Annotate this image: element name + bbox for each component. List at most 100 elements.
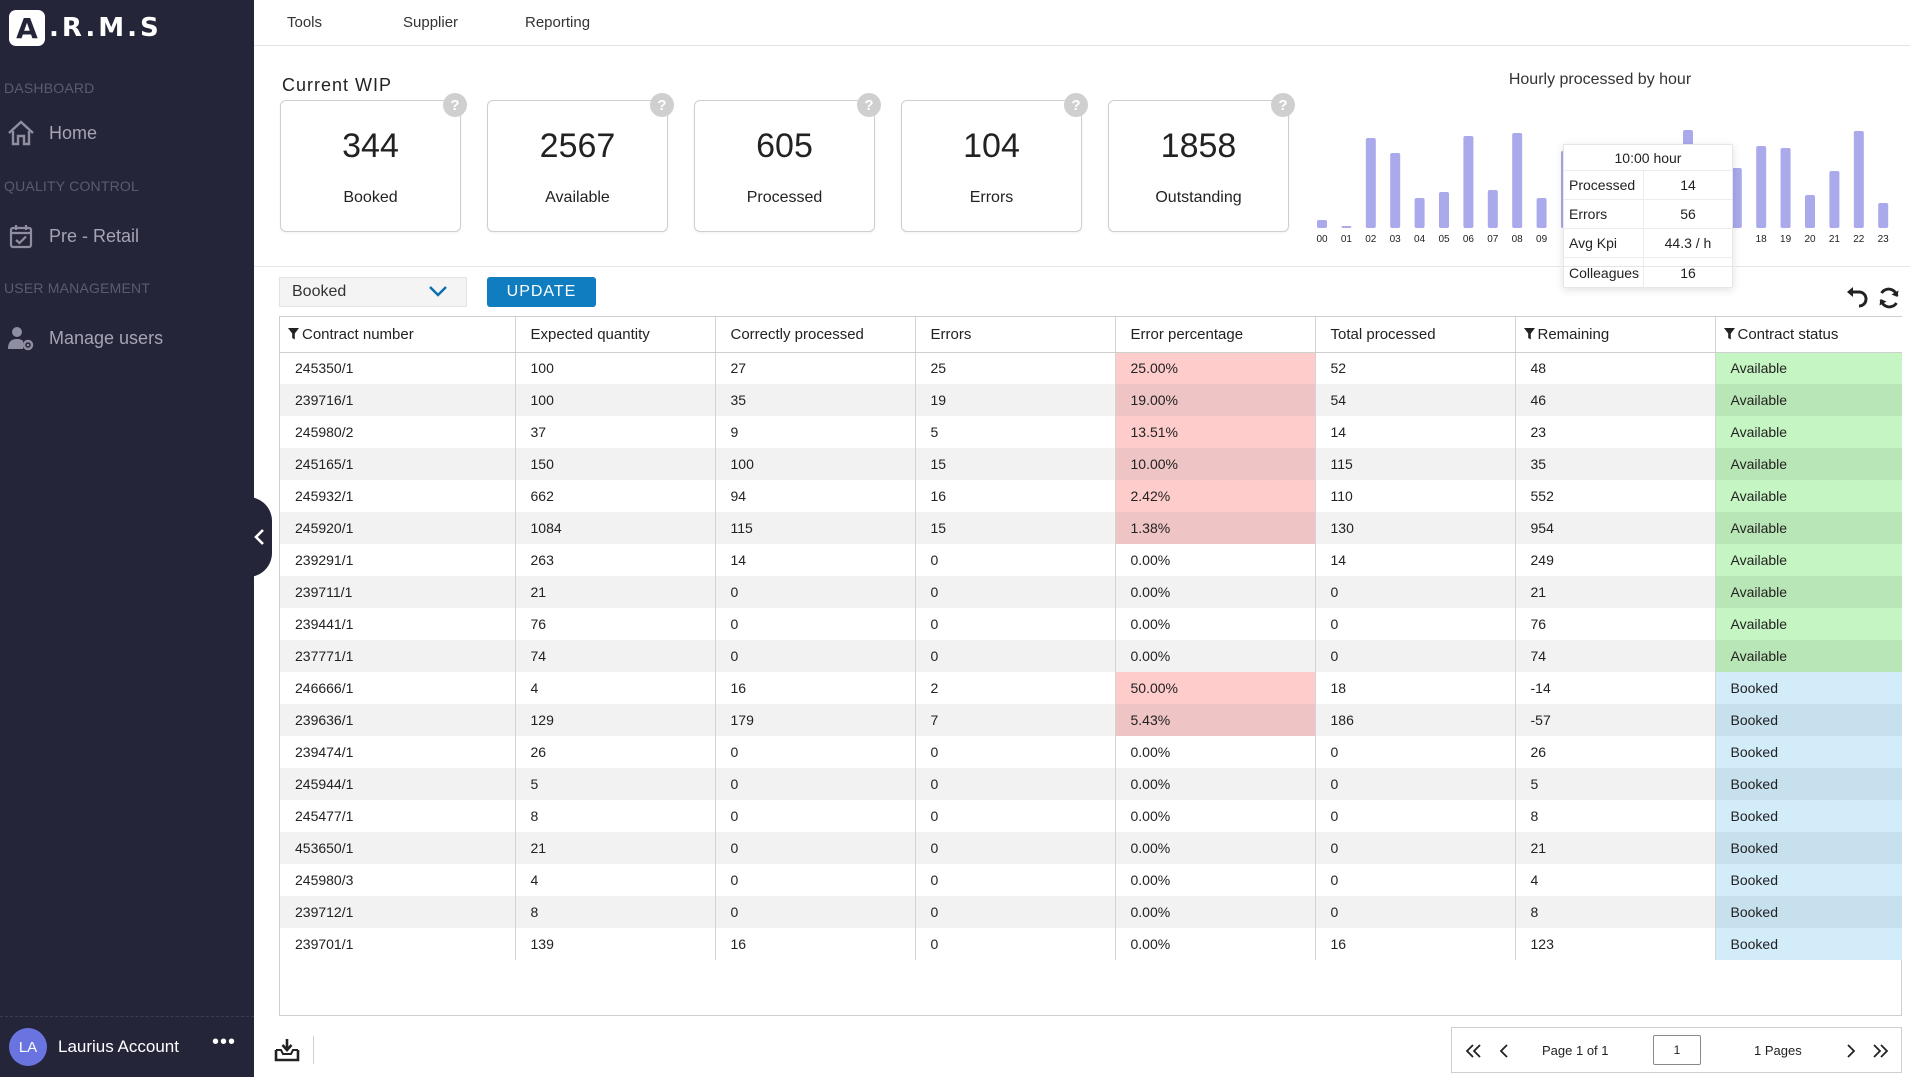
- contract-status-cell: Available: [1715, 384, 1902, 416]
- table-row[interactable]: 237771/1 74 0 0 0.00% 0 74 Available: [280, 640, 1902, 672]
- help-icon[interactable]: ?: [1064, 93, 1088, 117]
- more-options-button[interactable]: •••: [212, 1031, 237, 1053]
- column-header[interactable]: Contract status: [1715, 317, 1902, 353]
- bar-17[interactable]: [1731, 168, 1742, 228]
- remaining-cell: 4: [1515, 864, 1716, 896]
- table-row[interactable]: 453650/1 21 0 0 0.00% 0 21 Booked: [280, 832, 1902, 864]
- bar-05[interactable]: [1439, 192, 1449, 228]
- total-processed-cell: 14: [1315, 544, 1516, 576]
- calendar-check-icon: [6, 221, 36, 251]
- menu-reporting[interactable]: Reporting: [525, 14, 591, 31]
- table-row[interactable]: 239701/1 139 16 0 0.00% 16 123 Booked: [280, 928, 1902, 960]
- last-page-icon[interactable]: [1870, 1041, 1890, 1061]
- table-row[interactable]: 245980/2 37 9 5 13.51% 14 23 Available: [280, 416, 1902, 448]
- bar-19[interactable]: [1780, 148, 1791, 228]
- bar-04[interactable]: [1414, 198, 1425, 228]
- table-row[interactable]: 246666/1 4 16 2 50.00% 18 -14 Booked: [280, 672, 1902, 704]
- contract-number-cell: 246666/1: [280, 672, 516, 704]
- bar-21[interactable]: [1829, 171, 1840, 228]
- help-icon[interactable]: ?: [443, 93, 467, 117]
- bar-22[interactable]: [1853, 131, 1864, 228]
- help-icon[interactable]: ?: [650, 93, 674, 117]
- expected-quantity-cell: 76: [515, 608, 716, 640]
- prev-page-icon[interactable]: [1494, 1041, 1514, 1061]
- sidebar-item-manage-users[interactable]: Manage users: [6, 318, 246, 358]
- table-row[interactable]: 239716/1 100 35 19 19.00% 54 46 Available: [280, 384, 1902, 416]
- remaining-cell: -57: [1515, 704, 1716, 736]
- bar-18[interactable]: [1756, 146, 1767, 228]
- update-button[interactable]: UPDATE: [487, 277, 596, 307]
- wip-label: Outstanding: [1155, 189, 1242, 206]
- table-row[interactable]: 245350/1 100 27 25 25.00% 52 48 Available: [280, 352, 1902, 384]
- contract-status-cell: Booked: [1715, 832, 1902, 864]
- column-header[interactable]: Contract number: [280, 317, 516, 353]
- table-row[interactable]: 245477/1 8 0 0 0.00% 0 8 Booked: [280, 800, 1902, 832]
- export-icon[interactable]: [274, 1038, 300, 1062]
- contract-number-cell: 245920/1: [280, 512, 516, 544]
- menu-tools[interactable]: Tools: [287, 14, 323, 31]
- sidebar-item-home[interactable]: Home: [6, 113, 246, 153]
- column-header[interactable]: Expected quantity: [515, 317, 716, 353]
- bar-23[interactable]: [1878, 203, 1889, 228]
- table-row[interactable]: 245920/1 1084 115 15 1.38% 130 954 Available: [280, 512, 1902, 544]
- bar-02[interactable]: [1365, 138, 1376, 228]
- column-header[interactable]: Errors: [915, 317, 1116, 353]
- table-row[interactable]: 239636/1 129 179 7 5.43% 186 -57 Booked: [280, 704, 1902, 736]
- wip-card-available[interactable]: 2567 Available: [487, 100, 668, 232]
- column-header[interactable]: Remaining: [1515, 317, 1716, 353]
- bar-06[interactable]: [1463, 136, 1474, 228]
- filter-icon[interactable]: [1723, 326, 1738, 343]
- bar-07[interactable]: [1487, 190, 1498, 228]
- column-header-label: Remaining: [1537, 325, 1610, 343]
- bar-00[interactable]: [1317, 220, 1327, 228]
- table-row[interactable]: 245932/1 662 94 16 2.42% 110 552 Available: [280, 480, 1902, 512]
- column-header[interactable]: Error percentage: [1115, 317, 1316, 353]
- wip-label: Errors: [969, 189, 1014, 206]
- help-icon[interactable]: ?: [1271, 93, 1295, 117]
- bar-20[interactable]: [1805, 195, 1815, 228]
- wip-card-outstanding[interactable]: 1858 Outstanding: [1108, 100, 1289, 232]
- app-logo[interactable]: A .R.M.S: [9, 10, 162, 46]
- remaining-cell: 8: [1515, 896, 1716, 928]
- errors-cell: 15: [915, 512, 1116, 544]
- bar-09[interactable]: [1536, 198, 1547, 228]
- avatar[interactable]: LA: [9, 1028, 47, 1066]
- top-menu: Tools Supplier Reporting: [254, 0, 1910, 46]
- help-icon[interactable]: ?: [857, 93, 881, 117]
- table-row[interactable]: 239474/1 26 0 0 0.00% 0 26 Booked: [280, 736, 1902, 768]
- menu-supplier[interactable]: Supplier: [403, 14, 459, 31]
- expected-quantity-cell: 662: [515, 480, 716, 512]
- contracts-table: Contract number Expected quantity Correctl…: [279, 316, 1902, 1016]
- status-select[interactable]: Booked: [279, 277, 467, 307]
- table-row[interactable]: 245944/1 5 0 0 0.00% 0 5 Booked: [280, 768, 1902, 800]
- sidebar-collapse-button[interactable]: [248, 497, 272, 577]
- table-row[interactable]: 239291/1 263 14 0 0.00% 14 249 Available: [280, 544, 1902, 576]
- table-row[interactable]: 239711/1 21 0 0 0.00% 0 21 Available: [280, 576, 1902, 608]
- filter-icon[interactable]: [1523, 326, 1538, 343]
- x-tick-label: 18: [1756, 234, 1768, 245]
- bar-03[interactable]: [1390, 153, 1401, 228]
- wip-card-errors[interactable]: 104 Errors: [901, 100, 1082, 232]
- total-pages: 1 Pages: [1754, 1043, 1802, 1058]
- contract-number-cell: 239712/1: [280, 896, 516, 928]
- contract-number-cell: 245944/1: [280, 768, 516, 800]
- filter-icon[interactable]: [288, 326, 302, 343]
- undo-icon[interactable]: [1843, 284, 1869, 310]
- table-row[interactable]: 245165/1 150 100 15 10.00% 115 35 Available: [280, 448, 1902, 480]
- bar-01[interactable]: [1341, 226, 1352, 228]
- column-header[interactable]: Correctly processed: [715, 317, 916, 353]
- section-title-user-management: USER MANAGEMENT: [4, 280, 151, 296]
- refresh-icon[interactable]: [1876, 285, 1902, 311]
- contract-status-cell: Booked: [1715, 928, 1902, 960]
- sidebar-item-pre-retail[interactable]: Pre - Retail: [6, 216, 246, 256]
- next-page-icon[interactable]: [1841, 1041, 1861, 1061]
- column-header[interactable]: Total processed: [1315, 317, 1516, 353]
- table-row[interactable]: 239441/1 76 0 0 0.00% 0 76 Available: [280, 608, 1902, 640]
- wip-card-booked[interactable]: 344 Booked: [280, 100, 461, 232]
- wip-card-processed[interactable]: 605 Processed: [694, 100, 875, 232]
- first-page-icon[interactable]: [1464, 1041, 1484, 1061]
- table-row[interactable]: 239712/1 8 0 0 0.00% 0 8 Booked: [280, 896, 1902, 928]
- page-number-input[interactable]: [1653, 1035, 1701, 1065]
- table-row[interactable]: 245980/3 4 0 0 0.00% 0 4 Booked: [280, 864, 1902, 896]
- bar-08[interactable]: [1512, 133, 1523, 228]
